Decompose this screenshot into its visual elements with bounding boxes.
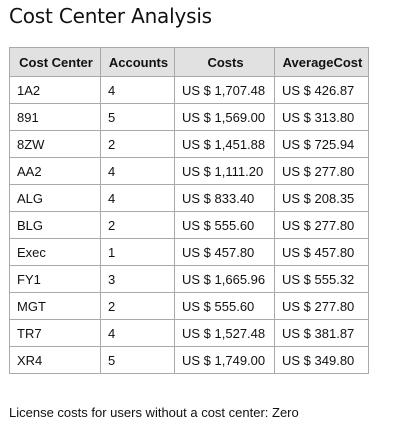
cost-center-table: Cost Center Accounts Costs AverageCost 1… xyxy=(9,47,369,374)
average-cost-cell: US $ 457.80 xyxy=(274,238,369,266)
accounts-cell: 2 xyxy=(100,130,175,158)
cost-center-cell: TR7 xyxy=(9,319,101,347)
column-header-cost-center: Cost Center xyxy=(9,47,101,77)
column-header-average-cost: AverageCost xyxy=(274,47,369,77)
accounts-cell: 4 xyxy=(100,157,175,185)
costs-cell: US $ 1,451.88 xyxy=(174,130,275,158)
cost-center-cell: 1A2 xyxy=(9,76,101,104)
accounts-cell: 2 xyxy=(100,211,175,239)
accounts-cell: 1 xyxy=(100,238,175,266)
accounts-cell: 5 xyxy=(100,103,175,131)
average-cost-cell: US $ 349.80 xyxy=(274,346,369,374)
cost-center-cell: 8ZW xyxy=(9,130,101,158)
accounts-cell: 3 xyxy=(100,265,175,293)
table-row: AA2 4 US $ 1,111.20 US $ 277.80 xyxy=(9,157,369,185)
table-row: BLG 2 US $ 555.60 US $ 277.80 xyxy=(9,211,369,239)
accounts-cell: 2 xyxy=(100,292,175,320)
average-cost-cell: US $ 381.87 xyxy=(274,319,369,347)
cost-center-cell: 891 xyxy=(9,103,101,131)
table-row: TR7 4 US $ 1,527.48 US $ 381.87 xyxy=(9,319,369,347)
table-row: 891 5 US $ 1,569.00 US $ 313.80 xyxy=(9,103,369,131)
table-row: XR4 5 US $ 1,749.00 US $ 349.80 xyxy=(9,346,369,374)
table-header-row: Cost Center Accounts Costs AverageCost xyxy=(9,47,369,77)
average-cost-cell: US $ 555.32 xyxy=(274,265,369,293)
costs-cell: US $ 555.60 xyxy=(174,211,275,239)
cost-center-cell: MGT xyxy=(9,292,101,320)
costs-cell: US $ 1,665.96 xyxy=(174,265,275,293)
accounts-cell: 5 xyxy=(100,346,175,374)
costs-cell: US $ 1,569.00 xyxy=(174,103,275,131)
cost-center-cell: BLG xyxy=(9,211,101,239)
costs-cell: US $ 833.40 xyxy=(174,184,275,212)
column-header-costs: Costs xyxy=(174,47,275,77)
accounts-cell: 4 xyxy=(100,76,175,104)
page-title: Cost Center Analysis xyxy=(9,4,212,28)
costs-cell: US $ 457.80 xyxy=(174,238,275,266)
cost-center-cell: FY1 xyxy=(9,265,101,293)
average-cost-cell: US $ 725.94 xyxy=(274,130,369,158)
costs-cell: US $ 1,707.48 xyxy=(174,76,275,104)
footer-note: License costs for users without a cost c… xyxy=(9,405,299,420)
table-row: Exec 1 US $ 457.80 US $ 457.80 xyxy=(9,238,369,266)
average-cost-cell: US $ 277.80 xyxy=(274,157,369,185)
average-cost-cell: US $ 277.80 xyxy=(274,211,369,239)
accounts-cell: 4 xyxy=(100,184,175,212)
column-header-accounts: Accounts xyxy=(100,47,175,77)
cost-center-cell: ALG xyxy=(9,184,101,212)
table-row: MGT 2 US $ 555.60 US $ 277.80 xyxy=(9,292,369,320)
average-cost-cell: US $ 208.35 xyxy=(274,184,369,212)
average-cost-cell: US $ 313.80 xyxy=(274,103,369,131)
table-row: FY1 3 US $ 1,665.96 US $ 555.32 xyxy=(9,265,369,293)
cost-center-cell: Exec xyxy=(9,238,101,266)
costs-cell: US $ 1,527.48 xyxy=(174,319,275,347)
costs-cell: US $ 1,111.20 xyxy=(174,157,275,185)
costs-cell: US $ 555.60 xyxy=(174,292,275,320)
table-row: 1A2 4 US $ 1,707.48 US $ 426.87 xyxy=(9,76,369,104)
average-cost-cell: US $ 277.80 xyxy=(274,292,369,320)
costs-cell: US $ 1,749.00 xyxy=(174,346,275,374)
table-row: 8ZW 2 US $ 1,451.88 US $ 725.94 xyxy=(9,130,369,158)
cost-center-cell: AA2 xyxy=(9,157,101,185)
accounts-cell: 4 xyxy=(100,319,175,347)
table-row: ALG 4 US $ 833.40 US $ 208.35 xyxy=(9,184,369,212)
cost-center-cell: XR4 xyxy=(9,346,101,374)
average-cost-cell: US $ 426.87 xyxy=(274,76,369,104)
